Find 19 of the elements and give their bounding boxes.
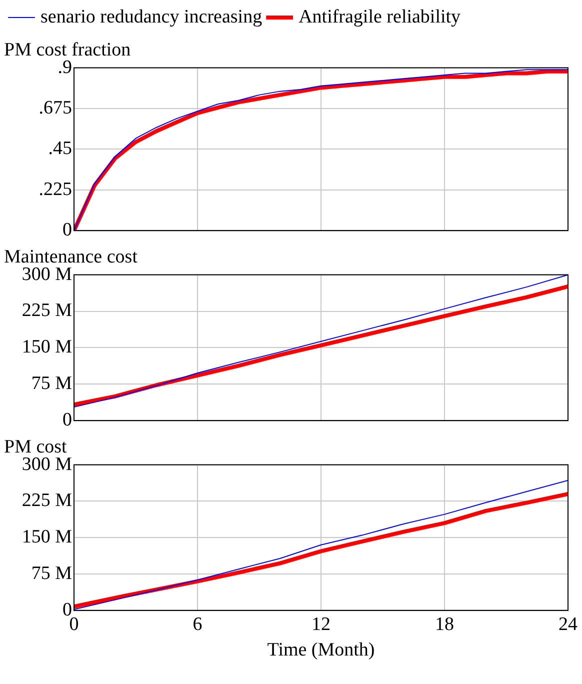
y-tick-label: 225 M	[22, 300, 72, 322]
y-tick-label: 225 M	[22, 490, 72, 512]
x-tick-label: 6	[192, 614, 202, 635]
y-tick-label: 75 M	[31, 373, 72, 394]
x-tick-label: 18	[435, 614, 454, 635]
legend-label: Antifragile reliability	[298, 6, 462, 28]
y-tick-label: .675	[38, 97, 72, 118]
y-tick-label: .45	[48, 138, 72, 160]
y-tick-label: 150 M	[22, 526, 72, 548]
y-tick-label: 150 M	[22, 336, 72, 358]
y-tick-label: 0	[62, 220, 72, 241]
legend-label: senario redudancy increasing	[40, 6, 263, 28]
y-tick-label: 75 M	[31, 562, 72, 584]
x-axis-title: Time (Month)	[267, 640, 375, 661]
y-tick-label: 0	[62, 410, 72, 431]
y-tick-label: .225	[38, 178, 72, 200]
x-tick-label: 24	[558, 614, 578, 635]
x-tick-label: 12	[312, 614, 330, 635]
y-tick-label: 0	[62, 599, 72, 620]
